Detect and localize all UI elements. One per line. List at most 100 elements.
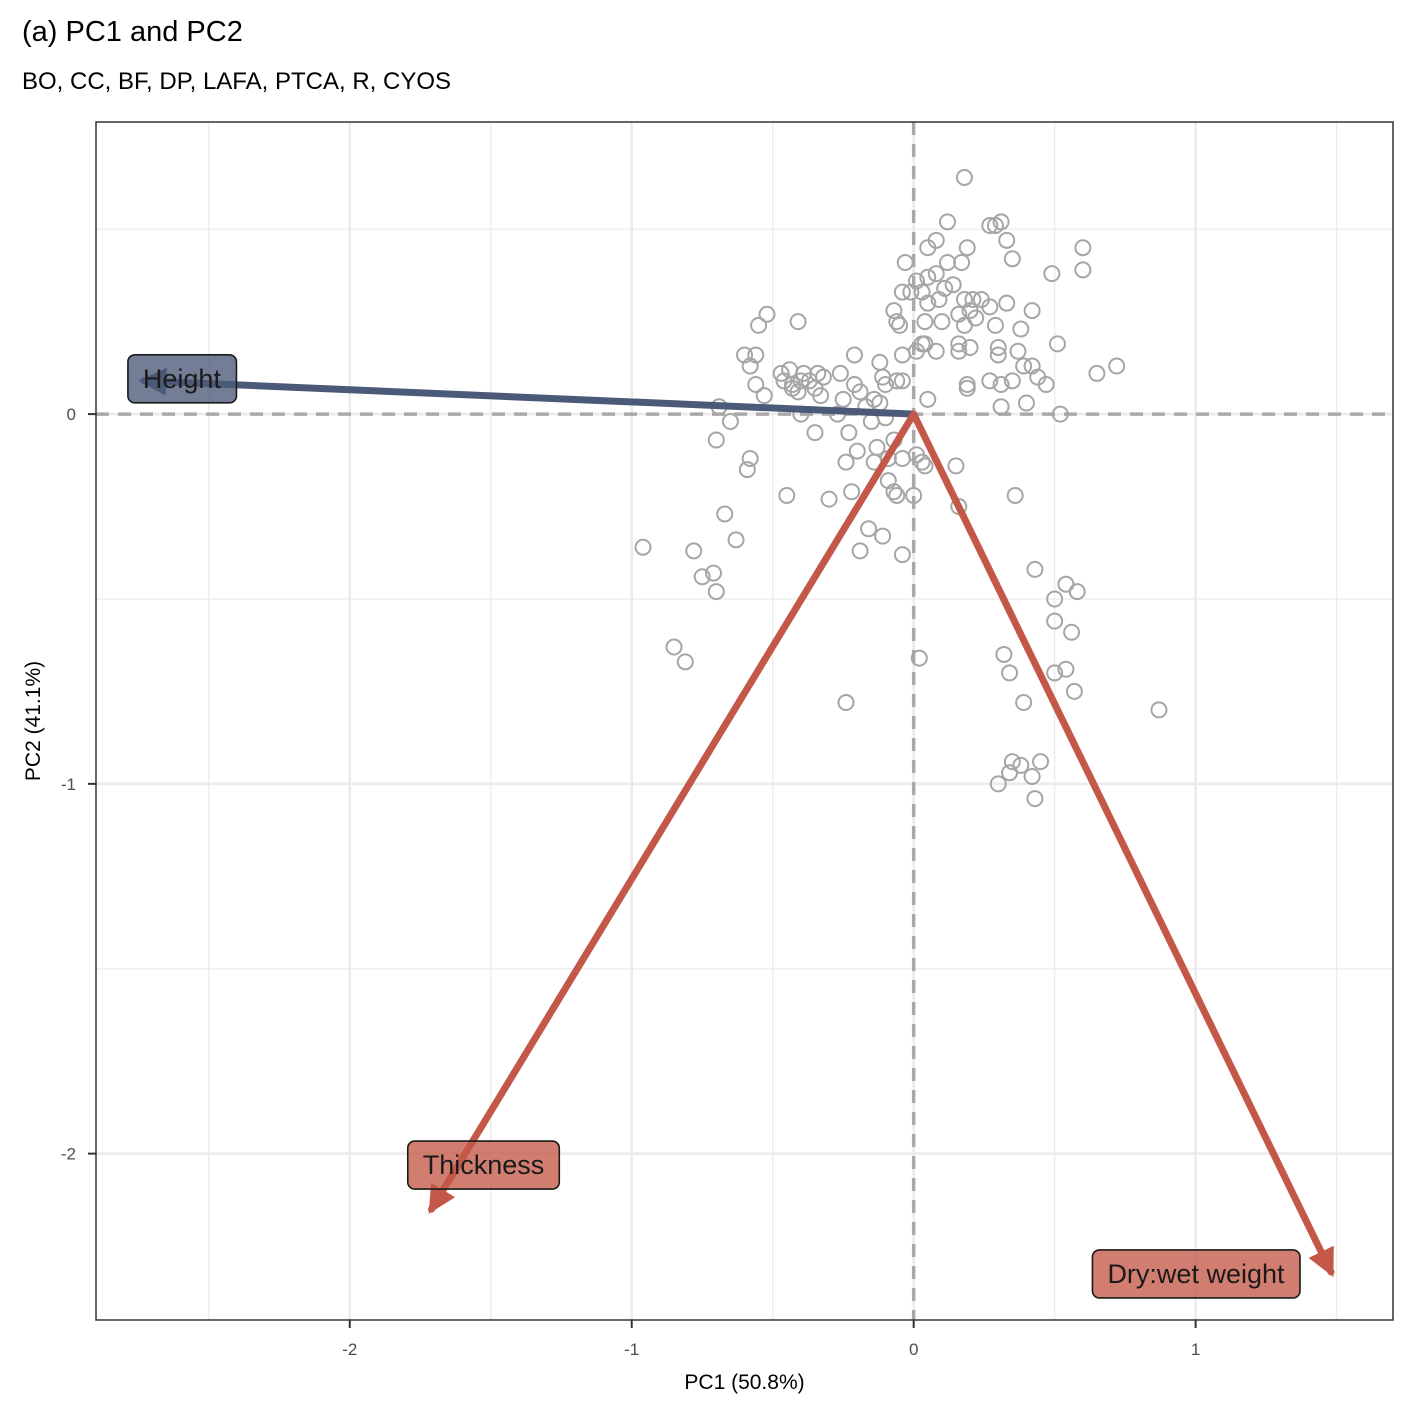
data-point — [837, 453, 855, 471]
data-point — [634, 538, 652, 556]
data-point — [888, 372, 906, 390]
vector-label-text: Height — [143, 364, 222, 394]
data-point — [986, 316, 1004, 334]
x-tick-label: 1 — [1191, 1340, 1200, 1359]
data-point — [848, 442, 866, 460]
data-point — [905, 486, 923, 504]
score-points — [634, 168, 1168, 808]
data-point — [1003, 250, 1021, 268]
data-point — [893, 449, 911, 467]
data-point — [772, 364, 790, 382]
data-point — [893, 546, 911, 564]
data-point — [989, 775, 1007, 793]
data-point — [707, 431, 725, 449]
data-point — [758, 305, 776, 323]
data-point — [1046, 612, 1064, 630]
data-point — [1046, 664, 1064, 682]
vector-label: Height — [127, 354, 238, 404]
data-point — [1065, 682, 1083, 700]
data-point — [693, 568, 711, 586]
data-point — [665, 638, 683, 656]
loading-arrow — [910, 410, 1335, 1277]
data-point — [871, 353, 889, 371]
data-point — [896, 254, 914, 272]
axis-ticks: -2 -1 0 1 -2 -1 0 — [61, 405, 1200, 1359]
data-point — [840, 424, 858, 442]
data-point — [1088, 364, 1106, 382]
data-point — [885, 483, 903, 501]
data-point — [1048, 335, 1066, 353]
data-point — [893, 283, 911, 301]
data-point — [1001, 764, 1019, 782]
data-point — [806, 424, 824, 442]
loading-arrow — [428, 410, 918, 1214]
data-point — [950, 335, 968, 353]
data-point — [910, 649, 928, 667]
data-point — [707, 583, 725, 601]
data-point — [1037, 376, 1055, 394]
data-point — [747, 376, 765, 394]
data-point — [955, 168, 973, 186]
x-tick-label: -1 — [624, 1340, 639, 1359]
vector-label: Dry:wet weight — [1091, 1249, 1301, 1299]
data-point — [885, 302, 903, 320]
data-point — [862, 413, 880, 430]
vector-label-text: Thickness — [423, 1150, 545, 1180]
data-point — [778, 486, 796, 504]
data-point — [981, 217, 999, 235]
data-point — [1026, 790, 1044, 808]
data-point — [888, 486, 906, 504]
data-point — [981, 372, 999, 390]
data-point — [860, 520, 878, 538]
data-point — [820, 490, 838, 508]
vector-label: Thickness — [406, 1140, 561, 1190]
data-point — [1009, 342, 1027, 360]
data-point — [1043, 265, 1061, 283]
vector-label-box — [406, 1140, 561, 1190]
y-tick-label: -1 — [61, 775, 76, 794]
data-point — [964, 290, 982, 308]
data-point — [1015, 357, 1033, 375]
data-point — [1046, 590, 1064, 608]
x-axis-title: PC1 (50.8%) — [684, 1371, 804, 1394]
data-point — [947, 457, 965, 475]
data-point — [919, 239, 937, 257]
y-axis-title: PC2 (41.1%) — [22, 661, 45, 781]
data-point — [1150, 701, 1168, 719]
data-point — [913, 453, 931, 471]
data-point — [1074, 261, 1092, 279]
vector-label-text: Dry:wet weight — [1107, 1259, 1285, 1289]
data-point — [834, 390, 852, 408]
data-point — [961, 339, 979, 357]
data-point — [837, 694, 855, 712]
data-point — [1063, 623, 1081, 641]
chart-subtitle: BO, CC, BF, DP, LAFA, PTCA, R, CYOS — [22, 68, 451, 95]
grid-minor — [96, 122, 1393, 1320]
data-point — [876, 376, 894, 394]
data-point — [676, 653, 694, 671]
data-point — [1006, 486, 1024, 504]
data-point — [916, 457, 934, 475]
data-point — [944, 276, 962, 294]
x-tick-label: 0 — [909, 1340, 918, 1359]
data-point — [1012, 320, 1030, 338]
data-point — [721, 413, 739, 430]
data-point — [789, 383, 807, 401]
data-point — [989, 339, 1007, 357]
data-point — [1068, 583, 1086, 601]
data-point — [874, 527, 892, 545]
data-point — [1023, 302, 1041, 320]
data-point — [950, 342, 968, 360]
data-point — [958, 239, 976, 257]
data-point — [845, 346, 863, 364]
data-point — [992, 213, 1010, 231]
data-point — [1032, 753, 1050, 771]
data-point — [1057, 660, 1075, 678]
data-point — [1003, 753, 1021, 771]
data-point — [727, 531, 745, 549]
grid-major — [96, 122, 1393, 1320]
data-point — [812, 387, 830, 405]
data-point — [930, 290, 948, 308]
data-point — [685, 542, 703, 560]
data-point — [1023, 767, 1041, 785]
